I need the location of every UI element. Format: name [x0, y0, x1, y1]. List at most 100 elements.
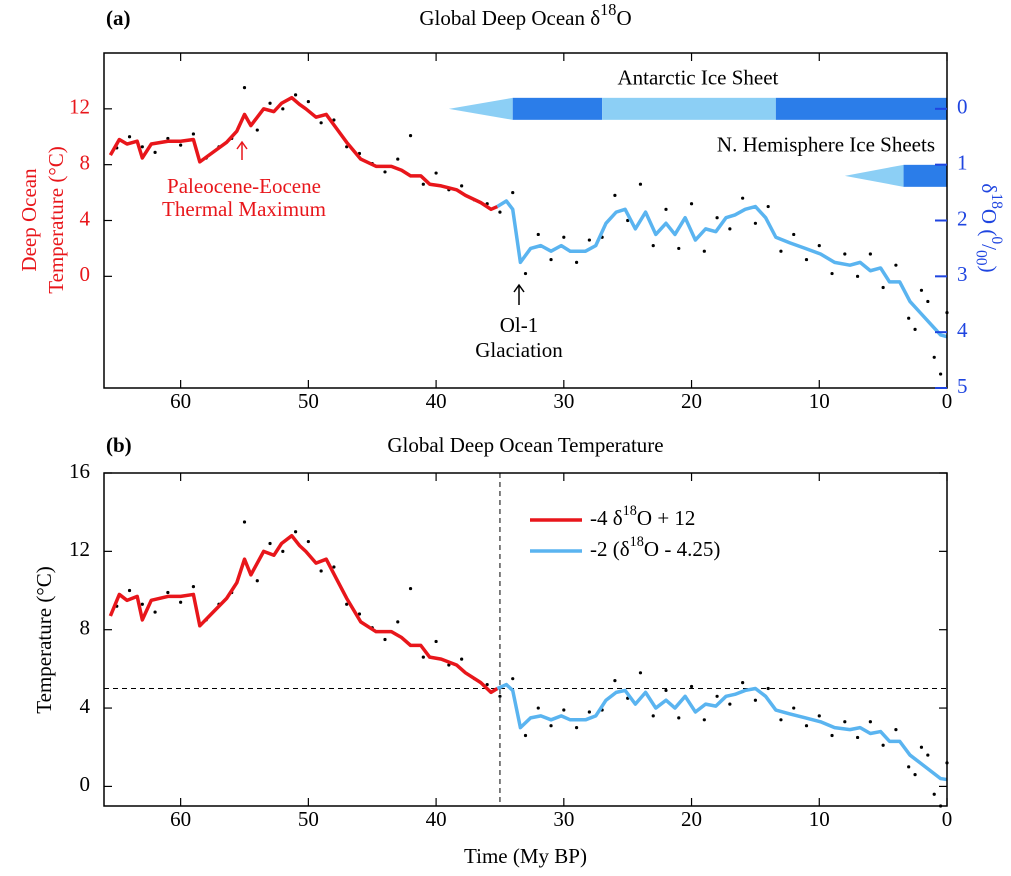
data-point	[587, 710, 591, 714]
ice-sheet-label: N. Hemisphere Ice Sheets	[717, 133, 935, 157]
legend-label: -4 δ18O + 12	[590, 503, 695, 530]
data-point	[408, 586, 413, 591]
panel-label: (a)	[106, 6, 131, 30]
data-point	[242, 86, 247, 90]
text-part: δ	[977, 183, 1001, 193]
data-point	[677, 716, 681, 720]
data-point	[613, 193, 617, 197]
data-point	[677, 246, 681, 251]
data-point	[779, 718, 783, 722]
data-point	[421, 655, 425, 659]
data-point	[511, 190, 515, 195]
data-point	[932, 355, 936, 359]
data-point	[357, 612, 362, 616]
data-point	[549, 724, 553, 728]
data-point	[728, 702, 732, 706]
data-point	[153, 610, 157, 614]
y2-tick-label: 1	[957, 150, 968, 174]
data-point	[894, 728, 898, 732]
data-point	[281, 107, 285, 111]
data-point	[166, 136, 170, 141]
y-tick-label: 0	[80, 772, 91, 796]
data-point	[383, 170, 387, 174]
data-point	[741, 196, 745, 200]
y2-tick-label: 4	[957, 318, 968, 342]
ice-sheet-tip	[448, 97, 513, 120]
data-point	[460, 184, 464, 188]
data-point	[817, 244, 821, 248]
data-point	[907, 316, 911, 320]
data-point	[855, 735, 860, 740]
series-line	[496, 682, 948, 782]
data-point	[179, 143, 183, 147]
annotation-text: Ol-1	[500, 313, 539, 337]
data-point	[383, 637, 387, 642]
x-tick-label: 10	[809, 807, 830, 831]
data-point	[549, 257, 553, 262]
y-tick-label: 8	[80, 150, 91, 174]
data-point	[868, 252, 872, 256]
y-tick-label: 0	[80, 262, 91, 286]
text-part: O (	[977, 209, 1001, 236]
data-point	[242, 520, 247, 524]
data-point	[460, 657, 464, 661]
data-point	[408, 134, 413, 138]
y2-tick-label: 5	[957, 374, 968, 398]
ice-sheet-tip	[844, 164, 904, 187]
y-axis-label: Temperature (°C)	[44, 146, 68, 293]
annotation-text: Glaciation	[475, 338, 563, 362]
data-point	[868, 720, 872, 724]
plot-frame	[103, 472, 948, 807]
ice-sheet-label: Antarctic Ice Sheet	[617, 66, 778, 90]
data-point	[715, 694, 719, 698]
data-point	[562, 235, 566, 239]
data-point	[166, 590, 170, 595]
text-part: 0	[988, 236, 1005, 244]
data-point	[804, 257, 809, 262]
arrow-head	[236, 140, 248, 150]
data-point	[894, 263, 898, 267]
text-part: O	[616, 6, 631, 30]
x-tick-label: 50	[298, 807, 319, 831]
text-part: -2 (δ	[590, 537, 630, 561]
y-tick-label: 16	[69, 459, 90, 483]
data-point	[511, 677, 515, 681]
ice-sheet-bar	[602, 97, 776, 120]
data-point	[255, 128, 259, 132]
data-point	[855, 274, 860, 278]
text-part: 18	[600, 0, 616, 19]
x-tick-label: 60	[170, 807, 191, 831]
data-point	[319, 121, 323, 125]
y-axis-label: Deep Ocean	[17, 168, 41, 272]
data-point	[127, 588, 132, 593]
annotation-text: Thermal Maximum	[162, 197, 326, 221]
data-point	[702, 249, 706, 253]
data-point	[562, 708, 566, 712]
data-point	[932, 792, 936, 796]
data-point	[332, 118, 336, 122]
data-point	[434, 639, 438, 644]
data-point	[664, 688, 668, 693]
data-point	[191, 585, 196, 589]
x-tick-label: 30	[553, 389, 574, 413]
data-point	[689, 684, 694, 689]
data-point	[293, 530, 298, 534]
petm-annotation: Paleocene-Eocene Thermal Maximum	[162, 140, 326, 221]
x-tick-label: 30	[553, 807, 574, 831]
data-point	[919, 745, 924, 749]
x-tick-label: 0	[942, 807, 953, 831]
ice-sheet-bar	[512, 97, 603, 120]
data-point	[268, 541, 272, 546]
y-tick-label: 12	[69, 95, 90, 119]
data-point	[127, 135, 132, 139]
data-point	[913, 327, 917, 331]
y2-tick-label: 2	[957, 206, 968, 230]
annotation-text: Paleocene-Eocene	[167, 174, 321, 198]
data-point	[523, 733, 528, 738]
data-point	[817, 714, 821, 718]
series-line	[108, 95, 499, 212]
data-point	[587, 238, 591, 242]
text-part: 18	[630, 534, 644, 550]
data-point	[140, 602, 144, 606]
